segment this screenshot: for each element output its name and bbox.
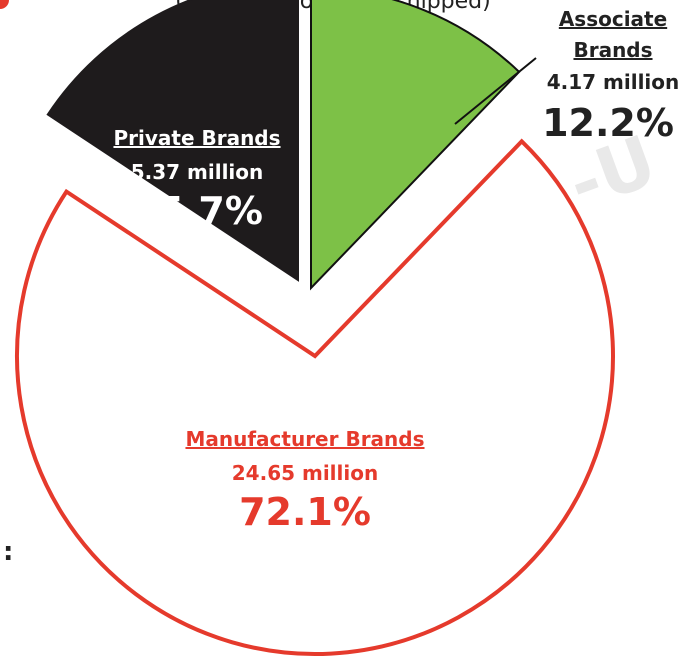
label-associate-brands: Associate Brands 4.17 million 12.2%: [542, 7, 679, 145]
leader-line-associate: [454, 57, 537, 125]
private-brands-name: Private Brands: [113, 126, 280, 150]
manufacturer-brands-percent: 72.1%: [239, 490, 371, 534]
associate-brands-name-line2: Brands: [573, 38, 652, 62]
slice-associate-brands: [310, 0, 521, 291]
slice-manufacturer-brands: [15, 138, 615, 656]
label-private-brands: Private Brands 5.37 million 15.7%: [113, 126, 280, 233]
manufacturer-brands-units: 24.65 million: [232, 461, 378, 485]
private-brands-percent: 15.7%: [131, 189, 263, 233]
slice-private-brands: [46, 0, 299, 282]
associate-brands-units: 4.17 million: [547, 70, 680, 94]
associate-brands-name-line1: Associate: [559, 7, 667, 31]
label-manufacturer-brands: Manufacturer Brands 24.65 million 72.1%: [185, 427, 424, 534]
associate-brands-percent: 12.2%: [542, 101, 674, 145]
manufacturer-brands-name: Manufacturer Brands: [185, 427, 424, 451]
private-brands-units: 5.37 million: [131, 160, 264, 184]
edge-glyph-icon: :: [3, 537, 13, 567]
bullet-marker: [0, 0, 9, 9]
